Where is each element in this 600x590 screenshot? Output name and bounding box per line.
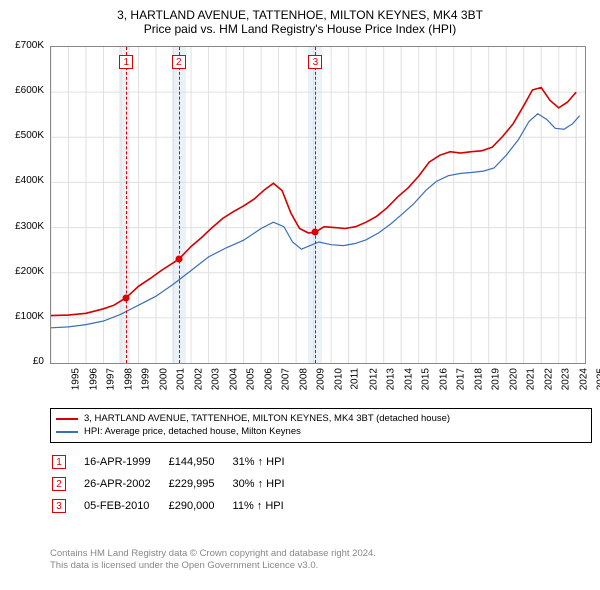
legend-row-property: 3, HARTLAND AVENUE, TATTENHOE, MILTON KE… xyxy=(56,412,586,425)
marker-dot xyxy=(175,256,182,263)
chart-title: 3, HARTLAND AVENUE, TATTENHOE, MILTON KE… xyxy=(0,0,600,22)
x-tick-label: 2020 xyxy=(508,368,519,390)
x-tick-label: 2017 xyxy=(455,368,466,390)
y-tick-label: £200K xyxy=(0,266,44,277)
marker-box: 1 xyxy=(119,55,133,69)
x-tick-label: 2008 xyxy=(298,368,309,390)
marker-dash xyxy=(126,47,127,363)
table-row: 1 16-APR-1999£144,95031% ↑ HPI xyxy=(52,452,301,472)
chart-container: { "title": "3, HARTLAND AVENUE, TATTENHO… xyxy=(0,0,600,590)
x-tick-label: 1997 xyxy=(105,368,116,390)
marker-dot xyxy=(123,294,130,301)
marker-delta: 30% ↑ HPI xyxy=(233,474,301,494)
x-tick-label: 1995 xyxy=(70,368,81,390)
x-tick-label: 2007 xyxy=(280,368,291,390)
x-tick-label: 2009 xyxy=(315,368,326,390)
x-tick-label: 2016 xyxy=(438,368,449,390)
marker-dash xyxy=(315,47,316,363)
table-row: 3 05-FEB-2010£290,00011% ↑ HPI xyxy=(52,496,301,516)
x-tick-label: 1996 xyxy=(88,368,99,390)
footer-line2: This data is licensed under the Open Gov… xyxy=(50,560,376,572)
x-tick-label: 1998 xyxy=(123,368,134,390)
x-tick-label: 2018 xyxy=(473,368,484,390)
x-tick-label: 1999 xyxy=(140,368,151,390)
x-tick-label: 2013 xyxy=(385,368,396,390)
marker-box: 3 xyxy=(308,55,322,69)
x-tick-label: 2003 xyxy=(210,368,221,390)
marker-price: £229,995 xyxy=(169,474,231,494)
marker-box-icon: 3 xyxy=(52,499,66,513)
x-tick-label: 2021 xyxy=(525,368,536,390)
y-tick-label: £700K xyxy=(0,40,44,51)
table-row: 2 26-APR-2002£229,99530% ↑ HPI xyxy=(52,474,301,494)
legend-row-hpi: HPI: Average price, detached house, Milt… xyxy=(56,425,586,438)
legend-label-property: 3, HARTLAND AVENUE, TATTENHOE, MILTON KE… xyxy=(84,412,450,425)
x-tick-label: 2000 xyxy=(158,368,169,390)
legend-label-hpi: HPI: Average price, detached house, Milt… xyxy=(84,425,301,438)
y-tick-label: £300K xyxy=(0,221,44,232)
marker-date: 16-APR-1999 xyxy=(84,452,167,472)
legend-swatch-hpi xyxy=(56,431,78,433)
chart-subtitle: Price paid vs. HM Land Registry's House … xyxy=(0,22,600,40)
y-tick-label: £0 xyxy=(0,356,44,367)
x-tick-label: 2023 xyxy=(560,368,571,390)
marker-delta: 31% ↑ HPI xyxy=(233,452,301,472)
marker-date: 26-APR-2002 xyxy=(84,474,167,494)
y-tick-label: £400K xyxy=(0,175,44,186)
marker-price: £290,000 xyxy=(169,496,231,516)
x-tick-label: 2001 xyxy=(175,368,186,390)
plot-area: 1 2 3 xyxy=(50,46,586,364)
footer-attribution: Contains HM Land Registry data © Crown c… xyxy=(50,548,376,573)
y-tick-label: £600K xyxy=(0,85,44,96)
x-tick-label: 2015 xyxy=(420,368,431,390)
x-tick-label: 2010 xyxy=(333,368,344,390)
x-tick-label: 2002 xyxy=(193,368,204,390)
markers-table: 1 16-APR-1999£144,95031% ↑ HPI 2 26-APR-200… xyxy=(50,450,303,518)
x-tick-label: 2005 xyxy=(245,368,256,390)
legend-swatch-property xyxy=(56,418,78,420)
marker-box-icon: 1 xyxy=(52,455,66,469)
x-tick-label: 2004 xyxy=(228,368,239,390)
legend: 3, HARTLAND AVENUE, TATTENHOE, MILTON KE… xyxy=(50,408,592,443)
marker-price: £144,950 xyxy=(169,452,231,472)
x-tick-label: 2022 xyxy=(543,368,554,390)
marker-dot xyxy=(312,229,319,236)
y-tick-label: £500K xyxy=(0,130,44,141)
series-lines xyxy=(51,47,585,363)
x-tick-label: 2024 xyxy=(578,368,589,390)
marker-dash xyxy=(179,47,180,363)
marker-delta: 11% ↑ HPI xyxy=(233,496,301,516)
y-tick-label: £100K xyxy=(0,311,44,322)
marker-box-icon: 2 xyxy=(52,477,66,491)
marker-date: 05-FEB-2010 xyxy=(84,496,167,516)
x-tick-label: 2019 xyxy=(490,368,501,390)
x-tick-label: 2025 xyxy=(595,368,600,390)
x-tick-label: 2006 xyxy=(263,368,274,390)
x-tick-label: 2012 xyxy=(368,368,379,390)
x-tick-label: 2014 xyxy=(403,368,414,390)
marker-box: 2 xyxy=(172,55,186,69)
footer-line1: Contains HM Land Registry data © Crown c… xyxy=(50,548,376,560)
x-tick-label: 2011 xyxy=(350,368,361,390)
